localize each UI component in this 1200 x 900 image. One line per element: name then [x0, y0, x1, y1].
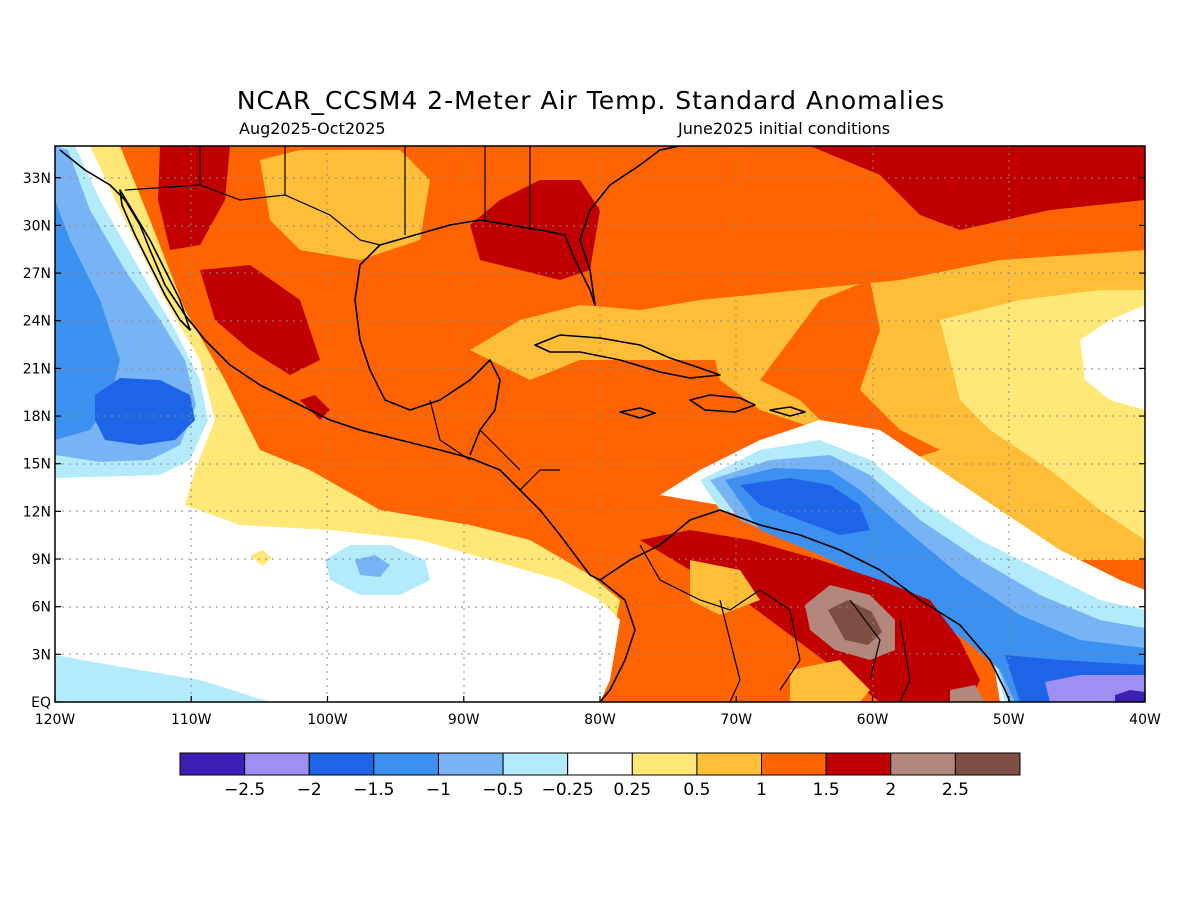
field-atlantic-orange-lobe: [760, 280, 940, 470]
field-sa-yellow: [690, 560, 870, 702]
island-cuba: [534, 334, 721, 379]
colorbar-label: −2.5: [224, 780, 265, 800]
lon-tick-label: 40W: [1129, 712, 1161, 728]
field-sa-coast-red: [920, 640, 980, 702]
lat-tick-label: 15N: [23, 457, 51, 473]
anomaly-field: [55, 146, 1145, 702]
field-midwest-yellow: [260, 150, 430, 260]
longitude-axis: 120W 110W 100W 90W 80W 70W 60W 50W 40W: [35, 696, 1161, 728]
colorbar-label: 0.25: [613, 780, 651, 800]
field-pacific-blob-blue: [355, 555, 390, 577]
field-northeast-red: [810, 146, 1145, 230]
colorbar-swatch: [825, 752, 892, 776]
colorbar-swatch: [696, 752, 763, 776]
colorbar-swatch: [502, 752, 569, 776]
initial-conditions: June2025 initial conditions: [678, 119, 891, 138]
coast-gulf: [354, 234, 501, 456]
field-pacific-blue: [55, 200, 120, 440]
lat-tick-label: 18N: [23, 409, 51, 425]
colorbar-label: 0.5: [683, 780, 710, 800]
colorbar-swatch: [179, 752, 246, 776]
field-pacific-dark-blue: [95, 378, 195, 445]
lon-tick-label: 120W: [35, 712, 76, 728]
coast-west-mexico: [59, 149, 601, 581]
lat-tick-label: 30N: [23, 218, 51, 234]
lat-tick-label: 9N: [32, 552, 51, 568]
colorbar-label: 1: [756, 780, 767, 800]
colorbar-label: 2.5: [942, 780, 969, 800]
field-carib-dark-blue: [740, 478, 1145, 702]
lon-tick-label: 60W: [857, 712, 889, 728]
island-puerto-rico: [769, 406, 806, 417]
island-jamaica: [619, 407, 656, 419]
coast-baja: [119, 189, 191, 331]
colorbar-swatch: [244, 752, 310, 776]
colorbar-swatch: [308, 752, 375, 776]
field-sw-light-blue: [55, 655, 270, 702]
lat-tick-label: 24N: [23, 314, 51, 330]
field-se-dark-purple: [1115, 690, 1145, 702]
lon-tick-label: 110W: [171, 712, 212, 728]
colorbar-swatch: [373, 752, 439, 776]
lon-tick-label: 100W: [307, 712, 348, 728]
lat-tick-label: 12N: [23, 504, 51, 520]
lon-tick-label: 90W: [448, 712, 480, 728]
field-sa-coast-brown: [950, 685, 985, 702]
lat-tick-label: 3N: [32, 647, 51, 663]
field-mexico-red: [200, 265, 320, 375]
coast-south-america-north: [599, 509, 1011, 702]
field-pacific-white: [55, 146, 620, 702]
field-small-yellow: [250, 550, 272, 566]
colorbar-label: −1: [426, 780, 451, 800]
colorbar-swatch: [437, 752, 504, 776]
field-southwest-red: [158, 146, 230, 250]
chart-title: NCAR_CCSM4 2-Meter Air Temp. Standard An…: [236, 86, 946, 115]
coast-south-america-west: [599, 579, 636, 702]
island-hispaniola: [689, 394, 756, 413]
colorbar-swatch: [954, 752, 1021, 776]
forecast-period: Aug2025-Oct2025: [239, 119, 386, 138]
lat-tick-label: 33N: [23, 171, 51, 187]
colorbar-swatch: [567, 752, 633, 776]
borders: [124, 146, 911, 702]
coastlines: [59, 146, 1011, 702]
latitude-axis: EQ 3N 6N 9N 12N 15N 18N 21N 24N 27N 30N 33N: [23, 171, 1145, 711]
field-guiana-dark-brown: [828, 600, 882, 645]
lat-tick-label: 21N: [23, 361, 51, 377]
colorbar-label: 2: [885, 780, 896, 800]
lat-tick-label: 27N: [23, 266, 51, 282]
graticule: [55, 146, 1145, 702]
colorbar-label: −0.25: [542, 780, 594, 800]
colorbar-label: −1.5: [353, 780, 394, 800]
field-small-red: [300, 395, 330, 420]
field-atlantic-white: [1080, 305, 1145, 410]
colorbar: −2.5 −2 −1.5 −1 −0.5 −0.25 0.25 0.5 1 1.5 2 2.5: [179, 752, 1021, 800]
lat-tick-label: EQ: [31, 695, 51, 711]
field-southeast-us-red: [470, 180, 600, 280]
colorbar-label: −0.5: [482, 780, 523, 800]
colorbar-label: −2: [297, 780, 322, 800]
lat-tick-label: 6N: [32, 600, 51, 616]
lon-tick-label: 70W: [720, 712, 752, 728]
colorbar-swatch: [890, 752, 956, 776]
colorbar-swatch: [761, 752, 827, 776]
lon-tick-label: 80W: [584, 712, 616, 728]
lon-tick-label: 50W: [993, 712, 1025, 728]
coast-us-gulf: [414, 146, 681, 306]
field-gulf-yellow: [470, 300, 740, 380]
colorbar-swatch: [631, 752, 698, 776]
colorbar-label: 1.5: [813, 780, 840, 800]
field-sa-orange-inner: [630, 600, 720, 702]
